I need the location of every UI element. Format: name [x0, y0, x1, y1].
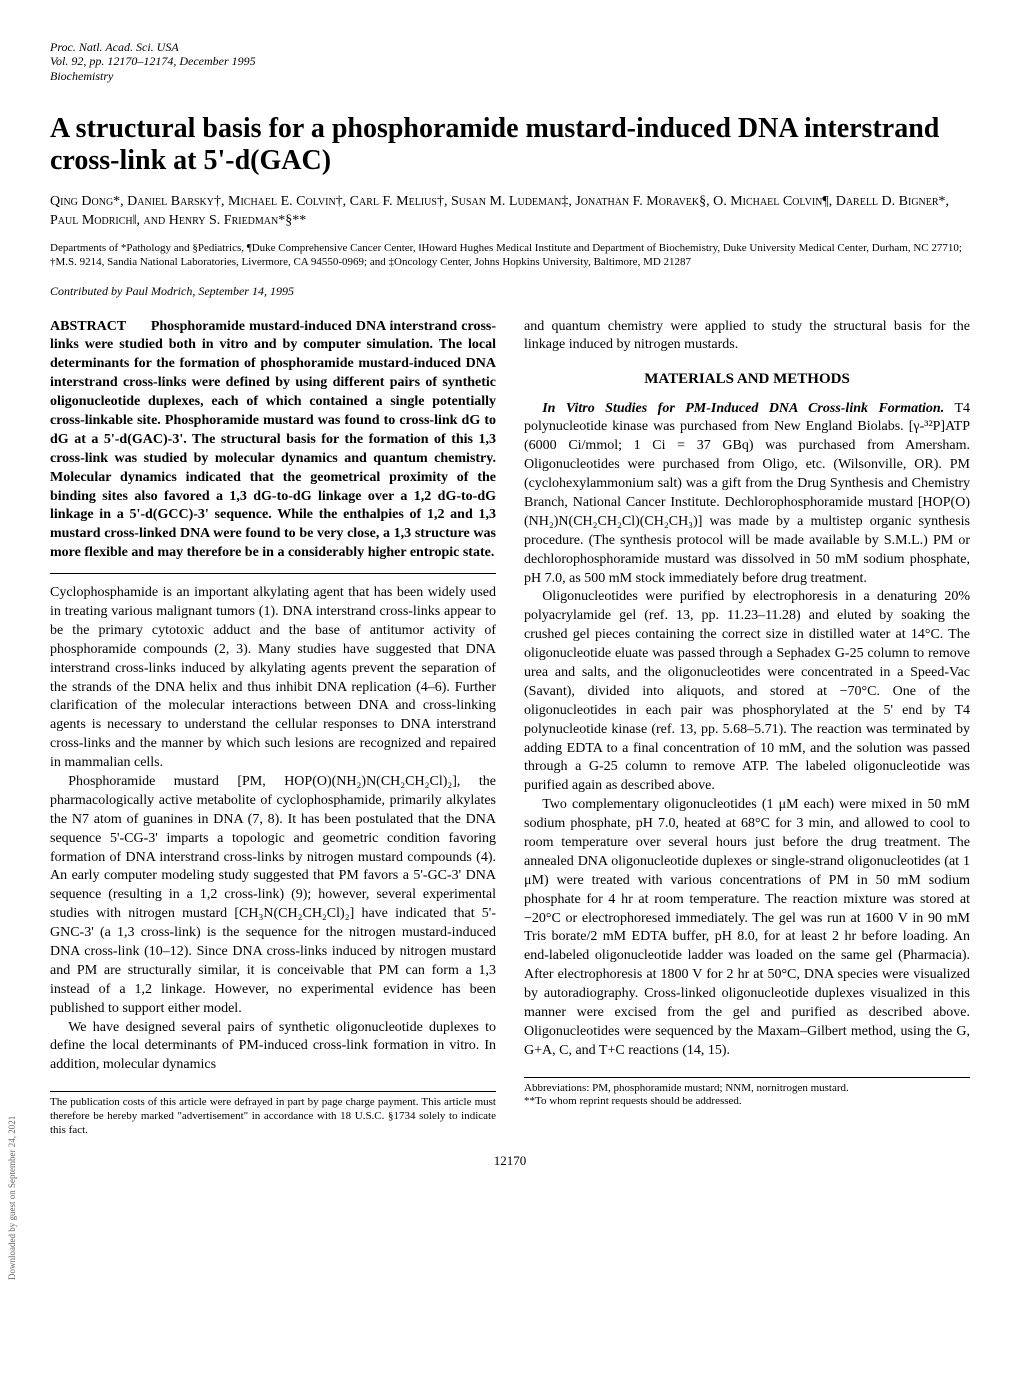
author-list: Qing Dong*, Daniel Barsky†, Michael E. C…: [50, 192, 970, 231]
volume-info: Vol. 92, pp. 12170–12174, December 1995: [50, 54, 970, 68]
page-number: 12170: [50, 1152, 970, 1170]
abbreviations-line: Abbreviations: PM, phosphoramide mustard…: [524, 1082, 970, 1096]
correspondence-line: **To whom reprint requests should be add…: [524, 1095, 970, 1109]
abstract: ABSTRACT Phosphoramide mustard-induced D…: [50, 318, 496, 564]
continuation-p1: and quantum chemistry were applied to st…: [524, 318, 970, 356]
methods-p1: In Vitro Studies for PM-Induced DNA Cros…: [524, 400, 970, 589]
methods-p3: Two complementary oligonucleotides (1 μM…: [524, 796, 970, 1060]
intro-p1: Cyclophosphamide is an important alkylat…: [50, 584, 496, 773]
journal-name: Proc. Natl. Acad. Sci. USA: [50, 40, 970, 54]
contributed-line: Contributed by Paul Modrich, September 1…: [50, 283, 970, 299]
methods-p2: Oligonucleotides were purified by electr…: [524, 588, 970, 796]
journal-header: Proc. Natl. Acad. Sci. USA Vol. 92, pp. …: [50, 40, 970, 83]
methods-p1-body: T4 polynucleotide kinase was purchased f…: [524, 401, 970, 586]
methods-heading: MATERIALS AND METHODS: [524, 369, 970, 389]
publication-footer: The publication costs of this article we…: [50, 1091, 496, 1137]
intro-p2: Phosphoramide mustard [PM, HOP(O)(NH₂)N(…: [50, 773, 496, 1019]
abstract-label: ABSTRACT: [50, 319, 126, 334]
affiliations: Departments of *Pathology and §Pediatric…: [50, 241, 970, 270]
right-column: and quantum chemistry were applied to st…: [524, 318, 970, 1138]
left-column: ABSTRACT Phosphoramide mustard-induced D…: [50, 318, 496, 1138]
main-columns: ABSTRACT Phosphoramide mustard-induced D…: [50, 318, 970, 1138]
methods-lead: In Vitro Studies for PM-Induced DNA Cros…: [542, 401, 944, 416]
separator: [50, 573, 496, 574]
download-note: Downloaded by guest on September 24, 202…: [6, 1116, 18, 1280]
intro-p3: We have designed several pairs of synthe…: [50, 1019, 496, 1076]
abstract-text: Phosphoramide mustard-induced DNA inters…: [50, 319, 496, 561]
abbreviations-footer: Abbreviations: PM, phosphoramide mustard…: [524, 1077, 970, 1110]
article-title: A structural basis for a phosphoramide m…: [50, 113, 970, 177]
subject-area: Biochemistry: [50, 69, 970, 83]
